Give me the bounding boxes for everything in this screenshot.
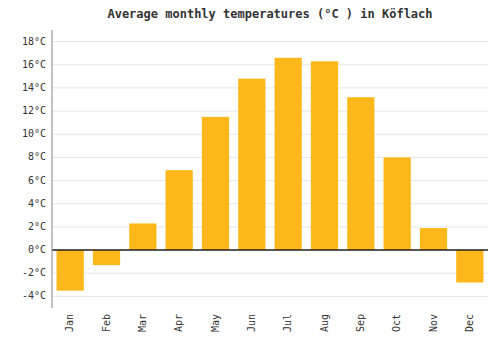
chart-title: Average monthly temperatures (°C ) in Kö… xyxy=(107,7,432,21)
grid-line xyxy=(52,87,488,88)
y-tick-label: -2°C xyxy=(22,267,46,278)
bar xyxy=(202,117,229,250)
y-tick-label: 4°C xyxy=(28,198,46,209)
x-tick-label: Jun xyxy=(246,314,257,332)
bar xyxy=(456,250,483,282)
chart-svg: -4°C -2°C 0°C 2°C 4°C 6°C 8°C 10°C 12°C 14°C 16°C 1… xyxy=(0,0,500,350)
bar xyxy=(384,157,411,250)
grid-line xyxy=(52,180,488,181)
bar xyxy=(275,58,302,250)
x-tick-label: Jul xyxy=(282,314,293,332)
x-tick-label: Aug xyxy=(319,314,330,332)
x-tick-label: Dec xyxy=(464,314,475,332)
y-tick-label: 2°C xyxy=(28,221,46,232)
grid-line xyxy=(52,134,488,135)
y-tick-label: 10°C xyxy=(22,128,46,139)
bar xyxy=(57,250,84,291)
x-tick-label: Mar xyxy=(137,314,148,332)
bar xyxy=(166,170,193,250)
grid-line xyxy=(52,296,488,297)
bar xyxy=(347,97,374,250)
grid-line xyxy=(52,64,488,65)
y-tick-label: 6°C xyxy=(28,175,46,186)
x-tick-label: Jan xyxy=(64,314,75,332)
bar xyxy=(93,250,120,265)
x-tick-label: Sep xyxy=(355,314,366,332)
y-tick-label: 14°C xyxy=(22,82,46,93)
grid-line xyxy=(52,157,488,158)
bars xyxy=(57,58,484,291)
y-tick-label: 8°C xyxy=(28,151,46,162)
x-tick-label: May xyxy=(210,314,221,332)
grid-line xyxy=(52,203,488,204)
y-tick-label: 18°C xyxy=(22,36,46,47)
bar xyxy=(129,223,156,250)
bar xyxy=(420,228,447,250)
x-tick-label: Feb xyxy=(101,314,112,332)
grid-line xyxy=(52,273,488,274)
grid-line xyxy=(52,226,488,227)
grid-line xyxy=(52,250,488,251)
bar xyxy=(238,79,265,250)
grid-line xyxy=(52,111,488,112)
bar xyxy=(311,61,338,250)
x-tick-label: Apr xyxy=(173,314,184,332)
y-axis-labels: -4°C -2°C 0°C 2°C 4°C 6°C 8°C 10°C 12°C 14°C 16°C 1… xyxy=(22,36,46,302)
y-tick-label: -4°C xyxy=(22,290,46,301)
x-axis-labels: Jan Feb Mar Apr May Jun Jul Aug Sep Oct Nov Dec xyxy=(64,314,475,332)
x-tick-label: Oct xyxy=(391,314,402,332)
chart-container: -4°C -2°C 0°C 2°C 4°C 6°C 8°C 10°C 12°C 14°C 16°C 1… xyxy=(0,0,500,350)
y-tick-label: 0°C xyxy=(28,244,46,255)
y-tick-label: 16°C xyxy=(22,59,46,70)
grid-line xyxy=(52,41,488,42)
y-axis-line xyxy=(52,30,53,308)
zero-line xyxy=(52,249,488,251)
x-tick-label: Nov xyxy=(428,314,439,332)
y-tick-label: 12°C xyxy=(22,105,46,116)
grid xyxy=(52,42,488,297)
